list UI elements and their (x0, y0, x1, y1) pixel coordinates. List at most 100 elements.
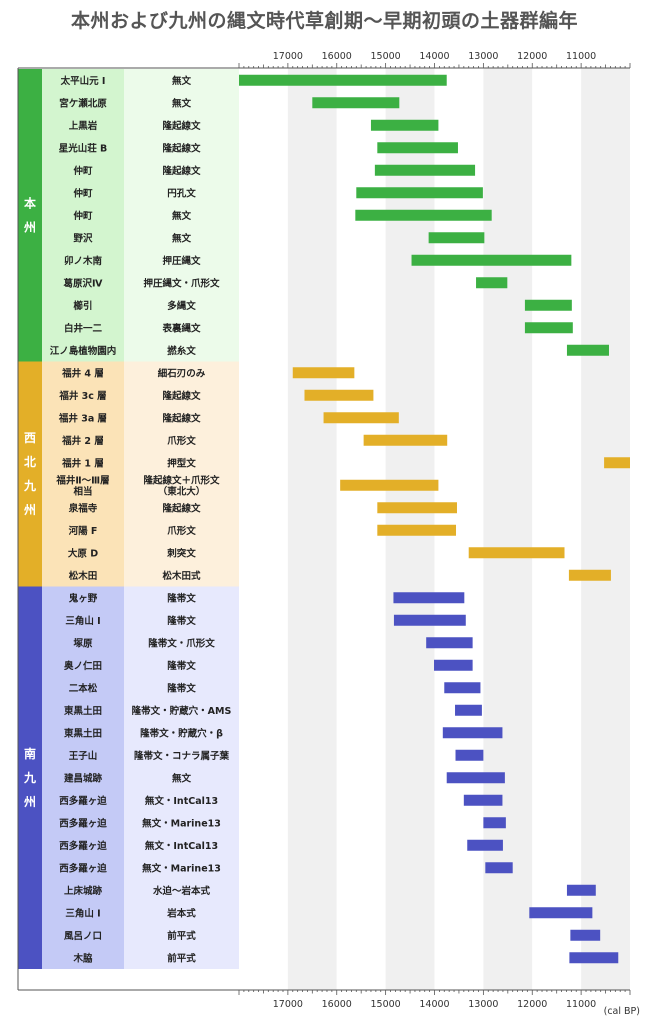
type-label: 隆起線文 (162, 412, 201, 424)
type-label: 刺突文 (166, 547, 196, 559)
site-label: 二本松 (69, 682, 98, 694)
grid-band (239, 68, 288, 990)
range-bar (363, 434, 448, 446)
bottom-tick-label: 15000 (371, 999, 401, 1010)
type-label: （東北大） (158, 485, 206, 497)
range-bar (604, 457, 630, 469)
type-label: 隆起線文＋爪形文 (143, 474, 220, 486)
range-bar (428, 232, 485, 244)
type-label: 撚糸文 (167, 345, 196, 357)
group-label: 州 (23, 795, 36, 809)
top-tick-label: 13000 (468, 51, 498, 62)
top-tick-label: 12000 (517, 51, 547, 62)
range-bar (393, 614, 466, 626)
site-label: 泉福寺 (68, 502, 98, 514)
x-axis-unit-label: (cal BP) (604, 1006, 640, 1017)
top-tick-label: 16000 (322, 51, 352, 62)
chart-title: 本州および九州の縄文時代草創期～早期初頭の土器群編年 (70, 10, 578, 32)
site-label: 江ノ島植物園内 (50, 345, 117, 357)
group-label: 北 (24, 454, 36, 469)
type-label: 爪形文 (167, 435, 196, 447)
site-label: 福井Ⅱ～Ⅲ層 (55, 474, 109, 486)
range-bar (463, 794, 503, 806)
group-label: 九 (23, 770, 36, 785)
range-bar (442, 727, 503, 739)
type-label: 松木田式 (162, 570, 201, 582)
site-label: 星光山荘 B (59, 142, 108, 154)
grid-band (581, 68, 630, 990)
site-label: 大原 D (68, 547, 98, 559)
type-label: 細石刃のみ (158, 367, 206, 379)
type-column-bg (124, 361, 239, 587)
group-label: 州 (23, 220, 36, 234)
range-bar (569, 952, 619, 964)
range-bar (455, 704, 482, 716)
site-label: 鬼ヶ野 (69, 592, 98, 604)
site-label: 西多羅ヶ迫 (59, 795, 107, 807)
type-label: 隆帯文 (167, 592, 196, 604)
range-bar (312, 97, 400, 109)
bottom-tick-label: 13000 (468, 999, 498, 1010)
type-label: 無文・IntCal13 (145, 840, 218, 852)
type-label: 無文・Marine13 (142, 862, 221, 874)
range-bar (566, 344, 609, 356)
site-label: 福井 2 層 (61, 435, 104, 447)
type-label: 隆起線文 (162, 502, 201, 514)
group-label: 南 (24, 746, 36, 761)
range-bar (292, 367, 355, 379)
range-bar (468, 547, 565, 559)
type-label: 無文・Marine13 (142, 817, 221, 829)
site-label: 上床城跡 (64, 885, 103, 897)
top-tick-label: 14000 (419, 51, 449, 62)
site-label: 奥ノ仁田 (63, 660, 102, 672)
site-label: 松木田 (69, 570, 98, 582)
site-label: 塚原 (73, 637, 93, 649)
grid-band (483, 68, 533, 990)
site-column-bg (42, 361, 124, 587)
site-label: 白井一二 (64, 322, 103, 334)
site-label: 建昌城跡 (63, 772, 103, 784)
bottom-tick-label: 17000 (273, 999, 303, 1010)
site-label: 河陽 F (69, 525, 98, 537)
grid-band (287, 68, 337, 990)
site-label: 東黒土田 (63, 705, 102, 717)
site-label: 三角山 I (65, 615, 100, 627)
top-tick-label: 15000 (371, 51, 401, 62)
range-bar (524, 322, 573, 334)
site-label: 福井 3c 層 (58, 390, 106, 402)
type-label: 前平式 (167, 930, 196, 942)
range-bar (467, 839, 503, 851)
range-bar (411, 254, 572, 266)
type-label: 隆帯文 (167, 682, 196, 694)
range-bar (356, 187, 483, 199)
bottom-tick-label: 11000 (566, 999, 596, 1010)
type-label: 隆起線文 (162, 142, 201, 154)
range-bar (476, 277, 508, 289)
range-bar (304, 389, 374, 401)
range-bar (377, 524, 457, 536)
range-bar (444, 682, 481, 694)
site-label: 木脇 (72, 952, 93, 964)
site-label: 仲町 (73, 210, 93, 222)
group-label: 州 (23, 503, 36, 517)
range-bar (524, 299, 572, 311)
range-bar (239, 74, 447, 86)
type-label: 押圧縄文・爪形文 (143, 277, 220, 289)
type-label: 水迫～岩本式 (153, 885, 211, 897)
group-label: 九 (23, 478, 36, 493)
site-label: 福井 3a 層 (58, 412, 107, 424)
type-label: 隆帯文・コナラ属子葉 (134, 750, 230, 762)
type-label: 隆帯文 (167, 615, 196, 627)
type-label: 円孔文 (167, 187, 196, 199)
top-tick-label: 17000 (273, 51, 303, 62)
range-bar (374, 164, 476, 176)
range-bar (529, 907, 593, 919)
site-label: 上黒岩 (69, 120, 98, 132)
range-bar (566, 884, 596, 896)
group-band (18, 361, 42, 587)
type-label: 多縄文 (167, 300, 196, 312)
axes: 17000 17000 16000 16000 15000 15000 14000 14000… (17, 51, 640, 1017)
range-bar (377, 142, 458, 154)
site-label: 西多羅ヶ迫 (59, 840, 107, 852)
